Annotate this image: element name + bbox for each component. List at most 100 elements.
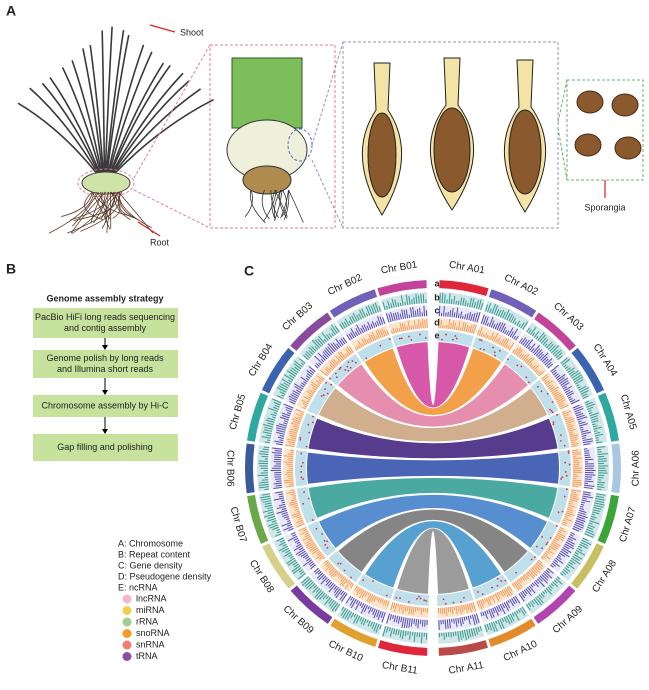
track-bar [412,606,415,615]
track-bar [503,339,510,348]
track-background [437,613,481,631]
track-bar [485,597,490,606]
zoom-circle [77,168,135,198]
track-bar [579,426,584,429]
track-bar [303,405,308,408]
track-bar [528,362,533,367]
label: Root [150,237,170,247]
root [271,189,276,220]
track-bar [548,384,554,390]
track-bar [328,584,336,593]
track-bar [550,345,560,354]
legend-text: snRNA [136,639,165,649]
zoom-line [311,159,344,229]
track-bar [287,523,293,527]
track-bar [295,548,305,556]
track-bar [577,513,588,519]
chromosome [439,280,489,297]
track-bar [401,309,404,319]
chromosome [534,312,576,351]
track-bar [461,321,465,332]
track-bar [411,299,413,305]
chromosome [247,494,269,544]
track-bar [538,559,543,564]
track-bar [568,433,575,436]
root [61,191,93,217]
track-bar [406,605,409,611]
track-bar [279,434,285,437]
track-bar [561,358,571,366]
track-bar [501,603,506,609]
track-bar [511,583,516,588]
track-bar [332,342,339,350]
track-label: e [434,330,439,340]
track-bar [509,598,515,607]
track-bar [354,331,359,337]
leaf [112,98,214,176]
track-bar [527,571,535,579]
track-bar [506,313,511,321]
track-bar [420,293,422,304]
track-bar [311,339,320,349]
root [244,189,253,218]
track-bar [373,609,378,619]
track-bar [385,626,389,633]
track-bar [367,605,370,610]
track-bar [461,617,464,625]
track-bar [490,608,495,618]
track-bar [581,499,591,503]
track-background [296,486,317,524]
track-bar [535,596,542,606]
root [283,189,290,221]
track-bar [390,311,394,322]
track-bar [572,527,580,532]
track-bar [341,322,346,329]
track-bar [547,586,552,592]
track-bar [267,422,274,426]
ncrna-dot [481,593,484,596]
track-bar [530,365,534,368]
leaf [109,64,171,176]
track-bar [461,604,464,613]
track-bar [394,312,398,321]
track-bar [589,412,599,417]
track-bar [566,539,575,545]
root [90,191,104,224]
track-bar [312,387,317,391]
legend-swatch [122,617,132,627]
track-bar [293,514,302,518]
track-bar [568,502,573,505]
track-bar [577,386,581,389]
track-bar [273,412,278,415]
track-bar [265,419,275,424]
panel-label: B [6,261,16,277]
track-bar [405,294,409,306]
track-bar [537,351,544,358]
track-bar [498,322,504,332]
track-bar [489,308,492,314]
track-bar [594,431,601,435]
track-bar [366,619,369,624]
ncrna-dot [564,471,567,473]
track-bar [455,326,458,331]
root [261,189,270,220]
track-bar [298,517,303,521]
track-bar [298,572,306,580]
chromosome [488,618,536,647]
track-bar [449,606,452,613]
ncrna-dot [463,596,465,599]
track-bar [412,306,415,318]
track-bar [522,321,528,330]
track-bar [333,585,338,590]
track-bar [585,401,593,406]
synteny-ribbon [338,364,528,427]
track-bar [318,573,325,581]
track-bar [468,603,473,613]
sporangium [576,90,604,114]
track-bar [457,320,461,331]
track-bar [564,417,572,421]
chromosome-label: Chr A11 [448,660,485,677]
track-bar [281,501,286,504]
ncrna-dot [460,601,462,603]
track-bar [367,592,370,596]
